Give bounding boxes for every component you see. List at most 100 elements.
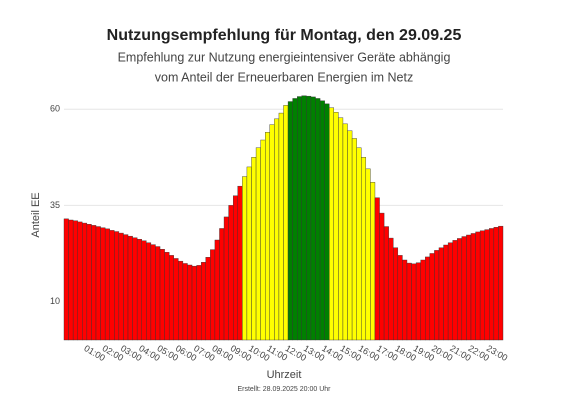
bar	[219, 228, 225, 341]
bar	[150, 244, 156, 341]
bar	[223, 216, 229, 341]
bar	[402, 259, 408, 341]
bar	[461, 236, 467, 341]
bar	[118, 232, 124, 341]
bar	[82, 222, 88, 341]
bar	[242, 176, 248, 341]
bar	[287, 101, 293, 341]
bar	[232, 195, 238, 341]
bar	[136, 239, 142, 341]
bar	[457, 238, 463, 341]
bar	[127, 235, 133, 341]
y-axis-label: Anteil EE	[30, 192, 42, 237]
bar	[425, 256, 431, 341]
bar	[415, 262, 421, 341]
bar	[370, 182, 376, 341]
bar	[283, 105, 289, 341]
bar	[434, 250, 440, 341]
bar	[155, 246, 161, 341]
bar	[315, 98, 321, 341]
bar	[246, 166, 252, 341]
bar	[365, 168, 371, 341]
bar	[187, 264, 193, 341]
bar	[374, 197, 380, 341]
bar	[333, 112, 339, 341]
bar	[109, 230, 115, 341]
bar	[63, 218, 69, 341]
bar	[100, 227, 106, 341]
bar	[356, 147, 362, 341]
bar	[200, 262, 206, 341]
bar	[479, 230, 485, 341]
bar	[379, 212, 385, 341]
bar	[196, 265, 202, 341]
bar	[72, 220, 78, 341]
bar	[159, 249, 165, 341]
bar	[146, 242, 152, 341]
chart-subtitle: vom Anteil der Erneuerbaren Energien im …	[155, 70, 413, 84]
bar	[141, 240, 147, 341]
bar	[406, 262, 412, 341]
x-axis-label: Uhrzeit	[267, 369, 302, 381]
bar	[132, 237, 138, 341]
bar	[68, 219, 74, 341]
y-tick-label: 10	[50, 296, 60, 306]
bar	[475, 231, 481, 341]
bar	[205, 257, 211, 341]
bar	[319, 100, 325, 341]
bar	[173, 258, 179, 341]
bar	[164, 252, 170, 341]
bar	[466, 234, 472, 341]
bar	[178, 260, 184, 341]
bar	[397, 255, 403, 341]
bar	[310, 96, 316, 341]
bar	[429, 253, 435, 341]
bar	[452, 240, 458, 341]
bar	[210, 249, 216, 341]
bar	[278, 112, 284, 341]
footnote: Erstellt: 28.09.2025 20:00 Uhr	[237, 386, 331, 393]
bar	[191, 265, 197, 341]
bar	[498, 225, 504, 341]
bar	[338, 117, 344, 341]
bar	[443, 244, 449, 341]
bar	[324, 103, 330, 341]
bar	[228, 205, 234, 341]
bar	[265, 132, 270, 341]
bar	[484, 229, 490, 341]
bar	[438, 247, 444, 341]
bar	[91, 225, 97, 341]
bar	[255, 147, 261, 341]
bar	[237, 185, 243, 341]
bar	[251, 157, 257, 341]
bar	[489, 228, 495, 341]
bar	[411, 263, 417, 341]
bar	[447, 242, 453, 341]
bar	[493, 227, 499, 341]
chart-title: Nutzungsempfehlung für Montag, den 29.09…	[107, 27, 462, 44]
y-tick-label: 60	[50, 104, 60, 114]
bar	[292, 98, 298, 341]
bar	[361, 157, 367, 341]
bar	[470, 233, 476, 341]
bar	[274, 118, 280, 341]
bar	[86, 224, 92, 341]
bar	[114, 231, 120, 341]
bar	[182, 263, 188, 341]
bar	[301, 95, 307, 341]
bar	[393, 247, 399, 341]
bar	[347, 130, 353, 341]
bar	[388, 237, 394, 341]
bar	[123, 234, 129, 341]
y-tick-label: 35	[50, 200, 60, 210]
bar	[342, 123, 348, 341]
bar	[104, 228, 110, 341]
bar	[329, 107, 335, 341]
bar	[297, 96, 302, 341]
bar	[383, 226, 389, 341]
bar	[420, 259, 426, 341]
chart-subtitle: Empfehlung zur Nutzung energieintensiver…	[118, 50, 451, 64]
bar	[306, 95, 312, 341]
bar	[168, 255, 174, 341]
bar	[214, 239, 220, 341]
